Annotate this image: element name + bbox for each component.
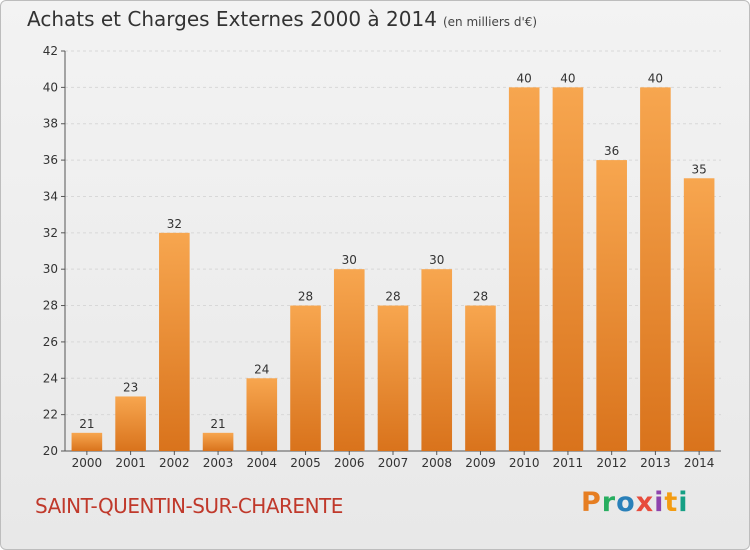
x-tick-label: 2002 xyxy=(159,456,190,470)
bar xyxy=(333,269,365,451)
logo-letter: x xyxy=(635,487,655,518)
bar xyxy=(552,87,584,451)
bar-value-label: 35 xyxy=(691,162,706,176)
bar-value-label: 21 xyxy=(79,417,94,431)
bar xyxy=(377,305,409,451)
bar-value-label: 40 xyxy=(517,71,532,85)
bar-value-label: 24 xyxy=(254,362,269,376)
logo-letter: i xyxy=(654,487,665,518)
y-tick-label: 34 xyxy=(43,189,58,203)
bar xyxy=(202,432,234,451)
bar-value-label: 23 xyxy=(123,380,138,394)
y-tick-label: 42 xyxy=(43,44,58,58)
y-tick-label: 36 xyxy=(43,153,58,167)
x-tick-label: 2014 xyxy=(684,456,715,470)
bar-value-label: 21 xyxy=(210,417,225,431)
y-tick-label: 24 xyxy=(43,371,58,385)
x-tick-label: 2005 xyxy=(290,456,321,470)
bar-value-label: 40 xyxy=(648,71,663,85)
bar xyxy=(596,160,627,451)
logo-letter: o xyxy=(616,487,636,518)
bar xyxy=(640,87,671,451)
x-tick-label: 2007 xyxy=(378,456,409,470)
bar xyxy=(71,432,103,451)
y-tick-label: 38 xyxy=(43,117,58,131)
x-tick-label: 2009 xyxy=(465,456,496,470)
bar xyxy=(683,178,715,452)
x-tick-label: 2000 xyxy=(72,456,103,470)
labels: 21 23 32 21 24 28 30 28 30 28 40 40 36 40 35 xyxy=(79,71,707,430)
y-tick-label: 32 xyxy=(43,226,58,240)
logo-letter: r xyxy=(601,487,617,518)
bar-value-label: 30 xyxy=(429,253,444,267)
bar xyxy=(159,232,190,451)
bar xyxy=(465,305,496,451)
x-tick-label: 2001 xyxy=(115,456,146,470)
bar xyxy=(115,396,146,451)
x-tick-label: 2003 xyxy=(203,456,234,470)
y-tick-label: 30 xyxy=(43,262,58,276)
bar xyxy=(421,269,453,451)
chart-title-text: Achats et Charges Externes 2000 à 2014 xyxy=(27,7,437,31)
axes: 20 22 24 26 28 30 32 34 36 38 40 42 2000 2001 2002 2003… xyxy=(43,44,721,470)
bar-value-label: 28 xyxy=(473,290,488,304)
x-tick-label: 2012 xyxy=(596,456,627,470)
x-tick-label: 2004 xyxy=(247,456,278,470)
y-tick-label: 40 xyxy=(43,80,58,94)
x-tick-label: 2010 xyxy=(509,456,540,470)
logo-letter: i xyxy=(678,487,689,518)
proxiti-logo[interactable]: Proxiti xyxy=(581,487,689,518)
logo-letter: t xyxy=(664,487,679,518)
x-tick-label: 2011 xyxy=(553,456,584,470)
bar xyxy=(508,87,540,451)
x-tick-label: 2013 xyxy=(640,456,671,470)
bar xyxy=(246,378,278,451)
chart-title: Achats et Charges Externes 2000 à 2014 (e… xyxy=(27,7,537,31)
y-tick-label: 28 xyxy=(43,299,58,313)
bar-value-label: 28 xyxy=(385,290,400,304)
bar-value-label: 36 xyxy=(604,144,619,158)
bar-value-label: 32 xyxy=(167,217,182,231)
bars xyxy=(71,87,715,452)
commune-name: SAINT-QUENTIN-SUR-CHARENTE xyxy=(35,494,343,518)
bar xyxy=(290,305,321,451)
bar-value-label: 30 xyxy=(342,253,357,267)
chart-subtitle: (en milliers d'€) xyxy=(442,15,538,29)
bar-value-label: 28 xyxy=(298,290,313,304)
y-tick-label: 26 xyxy=(43,335,58,349)
logo-letter: P xyxy=(581,487,602,518)
x-tick-label: 2006 xyxy=(334,456,365,470)
x-tick-label: 2008 xyxy=(421,456,452,470)
y-tick-label: 20 xyxy=(43,444,58,458)
y-tick-label: 22 xyxy=(43,408,58,422)
bar-value-label: 40 xyxy=(560,71,575,85)
